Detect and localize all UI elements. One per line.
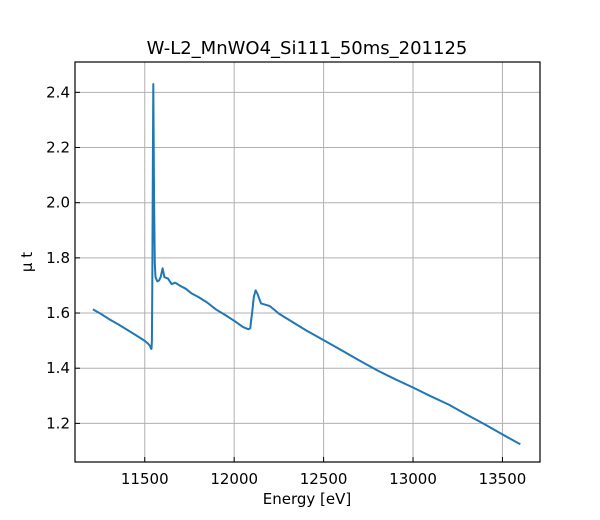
- plot-frame: [74, 61, 541, 463]
- grid: [75, 62, 540, 462]
- y-axis-label: μ t: [18, 252, 36, 272]
- x-axis-label: Energy [eV]: [263, 490, 351, 508]
- chart-title: W-L2_MnWO4_Si111_50ms_201125: [147, 38, 468, 59]
- ticks: 11500 12000 12500 13000 13500 1.2 1.4 1.6 1.8 2.0…: [46, 83, 526, 488]
- x-tick-label: 13000: [389, 470, 437, 488]
- series-line: [92, 83, 521, 446]
- y-tick-label: 2.0: [46, 194, 70, 212]
- x-tick-label: 13500: [479, 470, 527, 488]
- y-tick-label: 1.2: [46, 414, 70, 432]
- y-tick-label: 1.4: [46, 359, 70, 377]
- x-tick-label: 11500: [121, 470, 169, 488]
- x-tick-label: 12000: [210, 470, 258, 488]
- x-tick-label: 12500: [300, 470, 348, 488]
- y-tick-label: 2.4: [46, 83, 70, 101]
- series-layer: [92, 83, 521, 446]
- y-tick-label: 1.6: [46, 304, 70, 322]
- y-tick-label: 2.2: [46, 139, 70, 157]
- y-tick-label: 1.8: [46, 249, 70, 267]
